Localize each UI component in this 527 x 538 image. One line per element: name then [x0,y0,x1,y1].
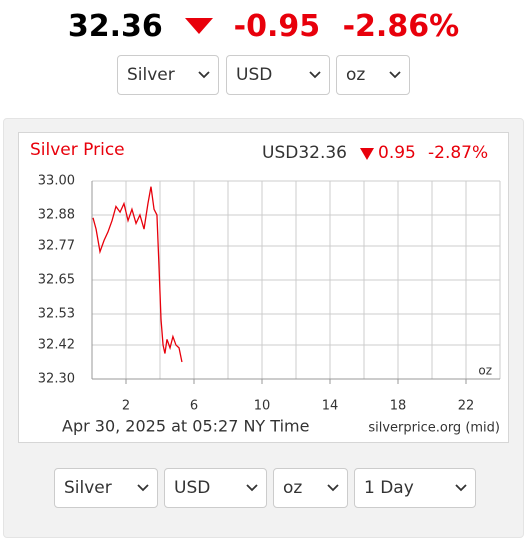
date-label: Apr 30, 2025 at 05:27 NY Time [62,417,309,436]
change-pct: -2.86% [342,9,460,44]
chevron [455,484,467,492]
source-label: silverprice.org (mid) [368,421,500,436]
chevron [246,484,258,492]
dropdown-label: oz [346,65,366,85]
dropdown[interactable]: Silver [54,468,158,508]
chevron [327,484,339,492]
chart-box [18,132,509,443]
dropdown[interactable]: Silver [117,55,219,95]
x-tick-label: 22 [458,399,475,414]
y-tick-label: 32.65 [38,273,75,288]
y-tick-label: 32.88 [38,207,75,222]
x-tick-label: 2 [122,399,130,414]
y-tick-label: 32.30 [38,372,75,387]
dropdown-label: oz [283,478,303,498]
y-tick-label: 32.53 [38,306,75,321]
dropdown[interactable]: USD [164,468,267,508]
x-tick-label: 10 [254,399,271,414]
chart-title: Silver Price [30,140,125,160]
dropdown-label: 1 Day [364,478,414,498]
dropdown[interactable]: oz [336,55,410,95]
price-header: 32.36 -0.95 -2.86% [0,8,527,44]
change: -0.95 [233,9,321,44]
chevron [198,71,210,79]
x-tick-label: 14 [322,399,339,414]
y-tick-label: 32.42 [38,338,75,353]
dropdown[interactable]: USD [226,55,330,95]
unit-label: oz [478,364,492,378]
x-tick-label: 18 [390,399,407,414]
dropdown-label: Silver [64,478,112,498]
dropdown-label: USD [236,65,273,85]
dropdown-label: Silver [127,65,175,85]
chevron [389,71,401,79]
dropdown-label: USD [174,478,211,498]
price-line [92,186,183,363]
y-tick-label: 32.77 [38,239,75,254]
chart-price: USD32.36 [262,143,347,163]
price: 32.36 [67,9,163,44]
y-tick-label: 33.00 [38,174,75,189]
chart-down-arrow [360,148,374,160]
chart-change-pct: -2.87% [428,143,488,163]
chevron [309,71,321,79]
dropdown[interactable]: oz [273,468,348,508]
chevron [137,484,149,492]
chart-change: 0.95 [378,143,416,163]
down-arrow [185,17,214,34]
x-tick-label: 6 [190,399,198,414]
dropdown[interactable]: 1 Day [354,468,476,508]
